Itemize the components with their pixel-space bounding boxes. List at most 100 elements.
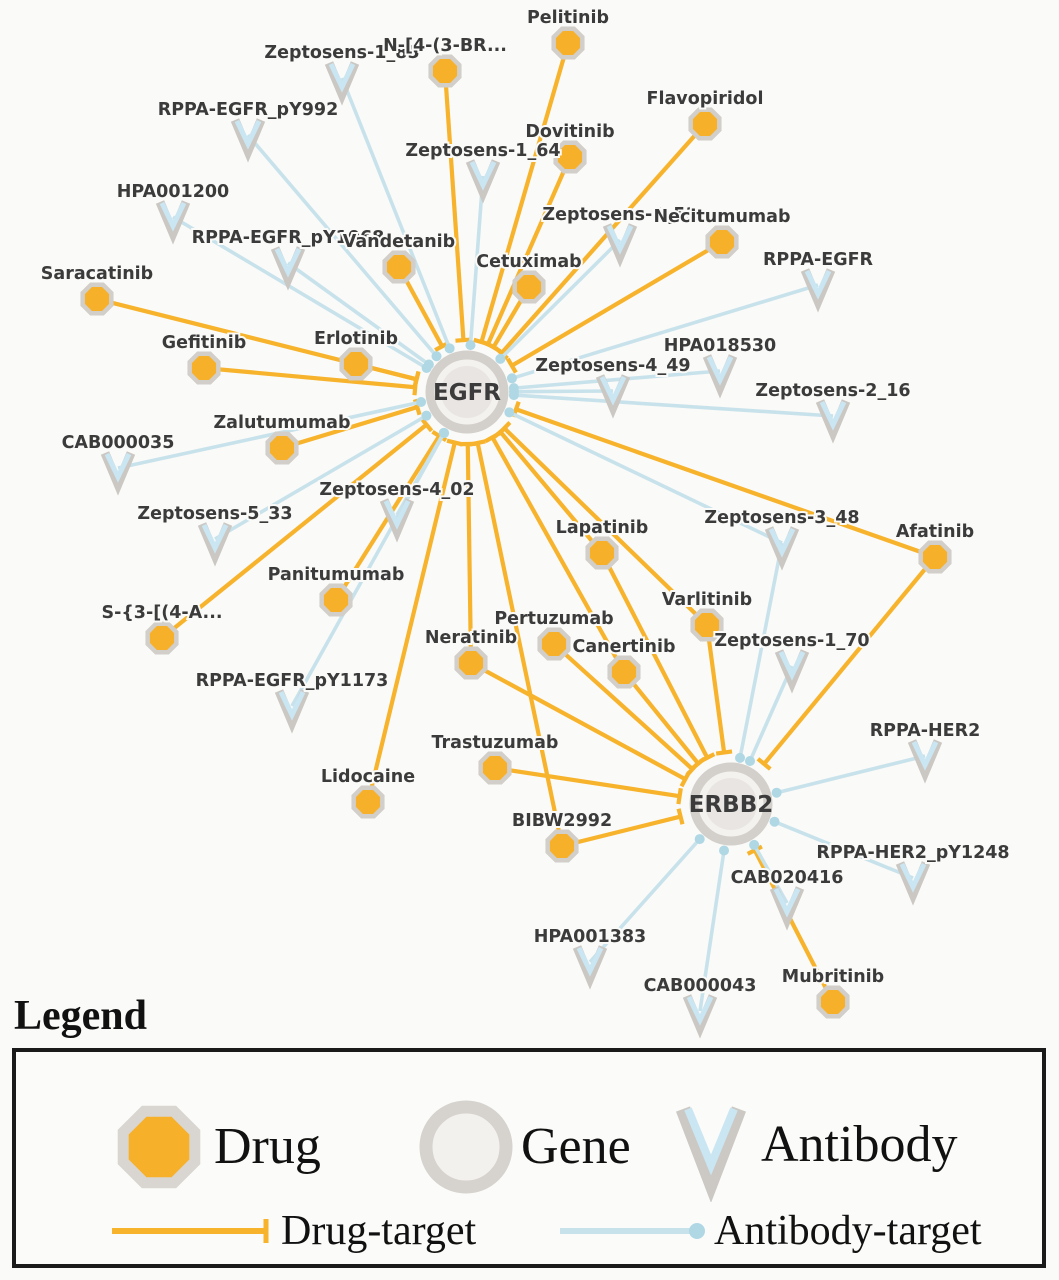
- node-label-pelitinib: Pelitinib: [527, 8, 609, 28]
- drug-octagon-icon: [145, 621, 179, 655]
- node-label-varlitinib: Varlitinib: [662, 590, 752, 610]
- antibody-target-edge-zeptosens-3-48-egfr: [508, 410, 783, 545]
- legend-item-drug-target: Drug-target: [106, 1210, 476, 1252]
- node-label-rppa-egfr-py1173: RPPA-EGFR_pY1173: [196, 671, 389, 691]
- drug-octagon-icon: [187, 351, 221, 385]
- antibody-nodes-layer: [100, 61, 943, 1039]
- drug-node-pelitinib: [551, 26, 585, 60]
- drug-node-gefitinib: [187, 351, 221, 385]
- node-label-rppa-her2: RPPA-HER2: [870, 721, 981, 741]
- node-label-necitumumab: Necitumumab: [654, 207, 791, 227]
- gene-circle-inner: [441, 366, 493, 418]
- drug-node-pertuzumab: [537, 627, 571, 661]
- drug-target-edge-bibw2992-erbb2: [561, 814, 682, 849]
- antibody-node-rppa-egfr-py1173: [274, 689, 310, 734]
- antibody-node-zeptosens-4-02: [379, 498, 415, 543]
- antibody-chevron-inner: [201, 523, 229, 554]
- node-label-n-4-3-br: N-[4-(3-BR...: [383, 36, 507, 56]
- antibody-target-edge-dot: [504, 407, 515, 418]
- antibody-target-edge-hpa018530-egfr: [513, 369, 721, 390]
- antibody-target-edge-dot: [719, 845, 730, 856]
- drug-target-edge-cap: [431, 429, 448, 443]
- drug-octagon-icon: [607, 655, 641, 689]
- node-label-cab000035: CAB000035: [62, 433, 175, 453]
- antibody-node-zeptosens-2-16: [815, 399, 851, 444]
- antibody-target-edge-dot: [495, 353, 506, 364]
- antibody-node-cab000035: [100, 451, 136, 496]
- antibody-node-zeptosens-1-51: [602, 223, 638, 268]
- legend-drug-label: Drug: [214, 1118, 321, 1175]
- node-label-rppa-egfr: RPPA-EGFR: [763, 250, 874, 270]
- antibody-target-edge-cab000043-erbb2: [698, 850, 726, 1012]
- drug-octagon-icon: [117, 1105, 201, 1189]
- antibody-target-edge-hpa001200-egfr: [172, 215, 428, 370]
- drug-target-edge-s-3-4-a-egfr: [160, 423, 428, 640]
- drug-node-canertinib: [607, 655, 641, 689]
- antibody-target-edge-dot: [735, 752, 746, 763]
- antibody-node-hpa001200: [155, 200, 191, 245]
- legend-drug-target-label: Drug-target: [281, 1208, 477, 1254]
- gene-circle-icon: [419, 1100, 513, 1194]
- drug-octagon-icon: [585, 536, 619, 570]
- drug-node-dovitinib: [553, 140, 587, 174]
- antibody-chevron-inner: [899, 862, 927, 893]
- gene-label-erbb2: ERBB2: [689, 792, 774, 818]
- node-label-pertuzumab: Pertuzumab: [494, 609, 613, 629]
- drug-target-edge-trastuzumab-erbb2: [494, 765, 680, 799]
- legend-title: Legend: [14, 993, 148, 1039]
- antibody-target-edge-zeptosens-1-51-egfr: [499, 238, 622, 361]
- drug-target-edge-bibw2992-egfr: [475, 442, 565, 847]
- drug-target-edge-dovitinib-egfr: [485, 156, 572, 346]
- node-label-rppa-her2-py1248: RPPA-HER2_pY1248: [816, 843, 1009, 863]
- node-label-zeptosens-4-02: Zeptosens-4_02: [319, 480, 474, 500]
- legend-item-drug: Drug: [104, 1092, 321, 1202]
- antibody-target-edge-zeptosens-3-48-erbb2: [738, 542, 784, 759]
- legend-item-antibody-target: Antibody-target: [554, 1210, 982, 1252]
- node-label-zeptosens-4-49: Zeptosens-4_49: [535, 356, 690, 376]
- drug-target-edge-pertuzumab-erbb2: [552, 642, 694, 771]
- drug-node-afatinib: [918, 540, 952, 574]
- node-label-zalutumumab: Zalutumumab: [213, 413, 350, 433]
- antibody-chevron-inner: [804, 269, 832, 300]
- drug-target-edge-icon: [112, 1219, 269, 1243]
- antibody-target-edge-dot: [694, 834, 705, 845]
- drug-octagon-icon: [478, 751, 512, 785]
- drug-octagon-icon: [537, 627, 571, 661]
- drug-target-edge-cap: [497, 421, 512, 436]
- node-label-bibw2992: BIBW2992: [512, 811, 612, 831]
- drug-node-saracatinib: [80, 282, 114, 316]
- antibody-chevron-inner: [159, 201, 187, 232]
- node-label-dovitinib: Dovitinib: [525, 122, 614, 142]
- node-label-flavopiridol: Flavopiridol: [647, 89, 764, 109]
- drug-octagon-icon: [816, 985, 850, 1019]
- antibody-target-edge-dot: [444, 343, 455, 354]
- antibody-target-edge-rppa-egfr-py992-egfr: [246, 133, 438, 358]
- node-label-vandetanib: Vandetanib: [343, 232, 455, 252]
- drug-octagon-icon: [690, 608, 724, 642]
- antibody-target-edge-icon: [560, 1223, 705, 1239]
- antibody-node-zeptosens-1-70: [774, 649, 810, 694]
- antibody-node-rppa-egfr-py992: [230, 118, 266, 163]
- legend-antibody-target-label: Antibody-target: [714, 1208, 982, 1254]
- drug-target-edge-neratinib-erbb2: [469, 661, 687, 782]
- node-label-zeptosens-1-70: Zeptosens-1_70: [714, 631, 869, 651]
- antibody-target-edge-dot: [745, 756, 756, 767]
- drug-octagon-icon: [688, 107, 722, 141]
- drug-node-mubritinib: [816, 985, 850, 1019]
- node-labels-layer: Zeptosens-1_85 RPPA-EGFR_pY992 HPA001200 RP…: [39, 6, 1012, 998]
- drug-node-lapatinib: [585, 536, 619, 570]
- antibody-target-edge-dot: [506, 373, 517, 384]
- antibody-target-edge-dot: [749, 839, 760, 850]
- drug-octagon-icon: [545, 829, 579, 863]
- antibody-node-rppa-her2-py1248: [895, 861, 931, 906]
- drug-node-s-3-4-a: [145, 621, 179, 655]
- drug-target-edge-gefitinib-egfr: [203, 365, 416, 390]
- node-label-cetuximab: Cetuximab: [476, 252, 581, 272]
- antibody-node-zeptosens-4-49: [595, 374, 631, 419]
- antibody-target-edge-dot: [508, 390, 519, 401]
- drug-target-edge-cap: [690, 756, 706, 771]
- drug-target-edge-cap: [455, 337, 472, 343]
- legend-item-gene: Gene: [411, 1092, 631, 1202]
- drug-node-zalutumumab: [265, 431, 299, 465]
